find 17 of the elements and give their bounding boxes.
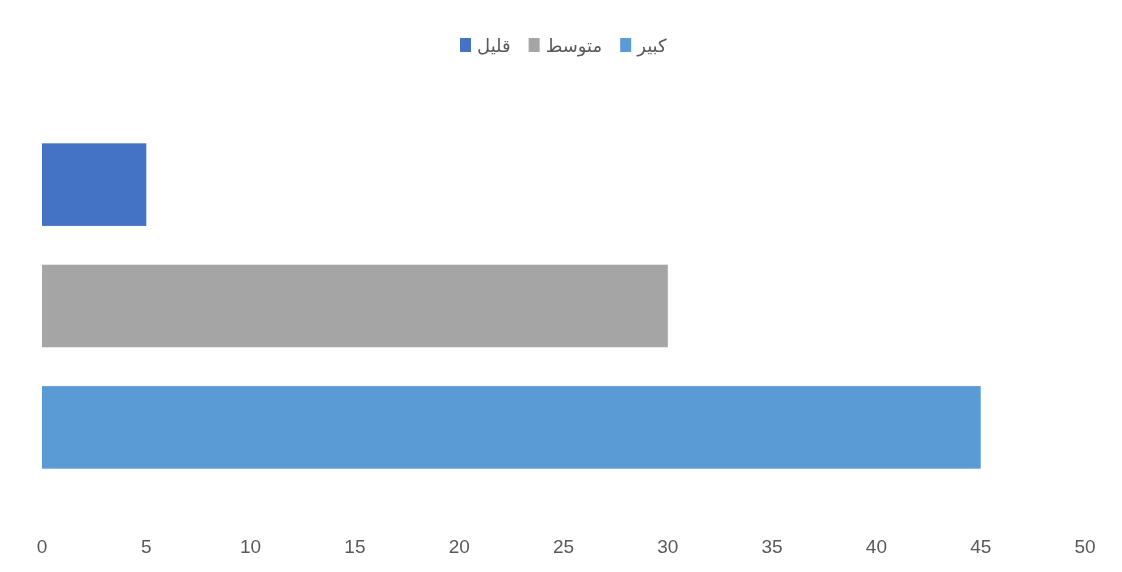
bar [42, 264, 668, 348]
legend-label: متوسط [545, 36, 603, 57]
x-tick-label: 15 [344, 536, 366, 557]
x-tick-label: 35 [761, 536, 783, 557]
legend-label: قليل [477, 36, 511, 56]
x-tick-label: 30 [657, 536, 679, 557]
x-tick-label: 0 [36, 536, 48, 557]
x-tick-label: 25 [552, 536, 575, 557]
bar [42, 386, 981, 469]
x-tick-label: 20 [448, 536, 470, 557]
legend-label: كبير [636, 36, 667, 57]
bar [42, 143, 147, 226]
x-tick-label: 5 [141, 536, 152, 557]
x-tick-label: 40 [865, 536, 887, 557]
x-tick-label: 45 [970, 536, 992, 557]
x-tick-label: 10 [240, 536, 262, 557]
x-tick-label: 50 [1074, 536, 1096, 557]
